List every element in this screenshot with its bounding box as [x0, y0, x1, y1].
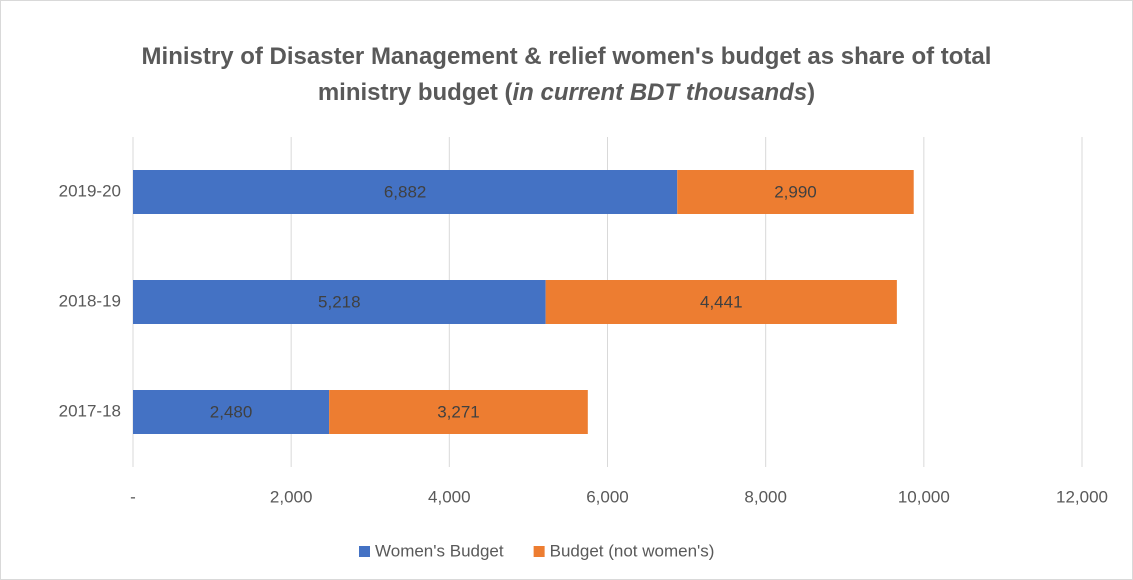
x-tick-label: 12,000 [1056, 487, 1108, 506]
title-part: Ministry of Disaster Management & relief… [141, 43, 992, 106]
data-label: 2,990 [774, 182, 817, 201]
legend-swatch [533, 546, 545, 557]
bar-segment [133, 170, 678, 214]
x-tick-label: 4,000 [428, 487, 471, 506]
bar-segment [329, 390, 588, 434]
data-label: 2,480 [210, 402, 253, 421]
x-tick-label: 6,000 [586, 487, 629, 506]
y-tick-label: 2019-20 [59, 181, 121, 200]
data-label: 6,882 [384, 182, 427, 201]
legend: Women's Budget Budget (not women's) [359, 541, 714, 560]
bar-segment [545, 280, 897, 324]
x-tick-label: 10,000 [898, 487, 950, 506]
x-tick-label: 8,000 [744, 487, 787, 506]
chart-title: Ministry of Disaster Management & relief… [101, 39, 1032, 111]
legend-label: Budget (not women's) [550, 541, 715, 560]
data-label: 5,218 [318, 292, 361, 311]
data-label: 4,441 [700, 292, 743, 311]
title-part: ) [807, 79, 816, 106]
bar-segment [133, 280, 546, 324]
data-label: 3,271 [437, 402, 480, 421]
legend-swatch [359, 546, 370, 557]
y-tick-label: 2017-18 [59, 401, 121, 420]
y-tick-label: 2018-19 [59, 291, 121, 310]
bar-segment [677, 170, 914, 214]
x-tick-label: 2,000 [270, 487, 313, 506]
legend-label: Women's Budget [375, 541, 504, 560]
bar-segment [133, 390, 330, 434]
x-tick-label: - [130, 487, 136, 506]
title-part: in current BDT thousands [512, 79, 808, 106]
